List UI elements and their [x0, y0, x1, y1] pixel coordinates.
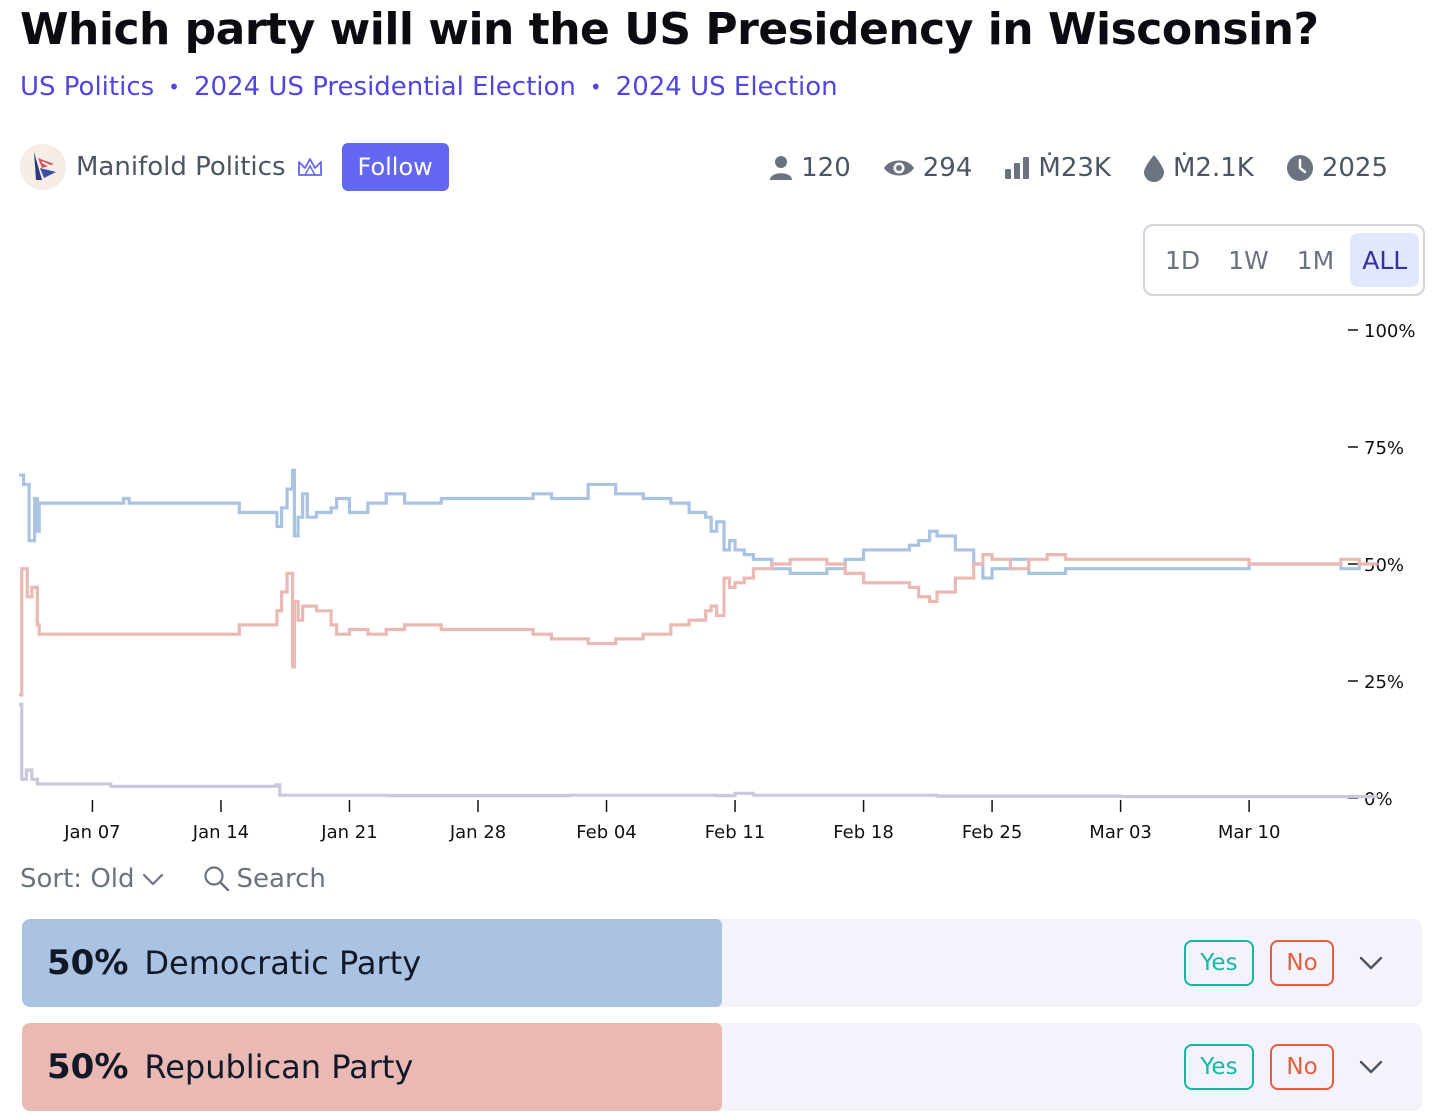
- y-tick-label: 25%: [1364, 672, 1404, 693]
- series-line-republican-party: [19, 553, 1378, 697]
- answer-percent: 50%: [47, 1047, 129, 1087]
- eye-icon: [883, 160, 914, 176]
- x-tick-label: Mar 03: [1089, 822, 1152, 843]
- tag-2024-us-election[interactable]: 2024 US Election: [615, 72, 838, 102]
- answer-name: Republican Party: [144, 1048, 414, 1086]
- x-tick-label: Feb 11: [705, 822, 766, 843]
- x-tick-label: Jan 21: [320, 822, 377, 843]
- answer-row-republican[interactable]: 50% Republican Party Yes No: [22, 1023, 1422, 1111]
- y-tick-label: 100%: [1364, 321, 1415, 342]
- avatar[interactable]: [20, 144, 66, 190]
- x-tick-label: Feb 18: [833, 822, 894, 843]
- volume-value: Ṁ23K: [1038, 153, 1111, 183]
- bar-chart-icon: [1005, 157, 1030, 179]
- answer-label: 50% Democratic Party: [47, 919, 421, 1007]
- close-date-stat[interactable]: 2025: [1286, 153, 1388, 183]
- series-line-other: [19, 702, 1378, 799]
- answer-name: Democratic Party: [144, 944, 422, 982]
- range-1w-button[interactable]: 1W: [1216, 233, 1281, 287]
- search-control[interactable]: Search: [203, 864, 326, 894]
- probability-bar: [22, 919, 722, 1007]
- liquidity-value: Ṁ2.1K: [1172, 153, 1254, 183]
- tag-separator: •: [589, 75, 602, 99]
- search-label: Search: [236, 864, 326, 894]
- series-line-democratic-party: [19, 468, 1378, 580]
- tag-2024-us-presidential-election[interactable]: 2024 US Presidential Election: [193, 72, 576, 102]
- chevron-down-icon[interactable]: [1356, 949, 1386, 977]
- x-tick-label: Jan 14: [192, 822, 249, 843]
- x-tick-label: Feb 04: [576, 822, 637, 843]
- probability-chart[interactable]: 0% 25% 50% 75% 100% Jan 07 Jan 14 Jan 21 Jan 28 F…: [0, 310, 1434, 850]
- range-1m-button[interactable]: 1M: [1285, 233, 1346, 287]
- market-stats: 120 294 Ṁ23K Ṁ2.1K 2025: [769, 146, 1388, 190]
- views-stat[interactable]: 294: [883, 153, 973, 183]
- tag-us-politics[interactable]: US Politics: [20, 72, 155, 102]
- sort-dropdown[interactable]: Sort: Old: [20, 864, 165, 894]
- answer-percent: 50%: [47, 943, 129, 983]
- answer-label: 50% Republican Party: [47, 1023, 413, 1111]
- y-tick-label: 75%: [1364, 438, 1404, 459]
- yes-button[interactable]: Yes: [1184, 1044, 1254, 1090]
- droplet-icon: [1143, 155, 1164, 182]
- page-title: Which party will win the US Presidency i…: [20, 4, 1319, 55]
- y-tick-label: 50%: [1364, 555, 1404, 576]
- probability-bar: [22, 1023, 722, 1111]
- clock-icon: [1286, 155, 1313, 181]
- no-button[interactable]: No: [1270, 1044, 1334, 1090]
- tag-separator: •: [168, 75, 180, 99]
- crown-icon: [296, 156, 324, 178]
- search-icon: [203, 866, 229, 892]
- range-1d-button[interactable]: 1D: [1153, 233, 1212, 287]
- time-range-selector: 1D 1W 1M ALL: [1143, 224, 1425, 296]
- range-all-button[interactable]: ALL: [1350, 233, 1420, 287]
- yes-button[interactable]: Yes: [1184, 940, 1254, 986]
- close-date-value: 2025: [1321, 153, 1388, 183]
- x-tick-label: Jan 07: [63, 822, 120, 843]
- topic-tags: US Politics • 2024 US Presidential Elect…: [20, 72, 838, 102]
- chevron-down-icon: [142, 873, 163, 886]
- follow-button[interactable]: Follow: [341, 143, 449, 191]
- volume-stat[interactable]: Ṁ23K: [1004, 153, 1111, 183]
- x-tick-label: Feb 25: [962, 822, 1023, 843]
- traders-stat[interactable]: 120: [769, 153, 851, 183]
- sort-label: Sort: Old: [20, 864, 135, 894]
- no-button[interactable]: No: [1270, 940, 1334, 986]
- creator-info: Manifold Politics Follow: [20, 142, 449, 192]
- x-tick-label: Jan 28: [449, 822, 506, 843]
- answer-controls: Sort: Old Search: [20, 864, 326, 894]
- user-icon: [770, 156, 793, 180]
- answer-row-democratic[interactable]: 50% Democratic Party Yes No: [22, 919, 1422, 1007]
- traders-count: 120: [801, 153, 851, 183]
- liquidity-stat[interactable]: Ṁ2.1K: [1143, 153, 1254, 183]
- y-tick-label: 0%: [1364, 789, 1393, 810]
- x-tick-label: Mar 10: [1218, 822, 1281, 843]
- chevron-down-icon[interactable]: [1356, 1053, 1386, 1081]
- views-count: 294: [922, 153, 973, 183]
- creator-name[interactable]: Manifold Politics: [76, 152, 286, 182]
